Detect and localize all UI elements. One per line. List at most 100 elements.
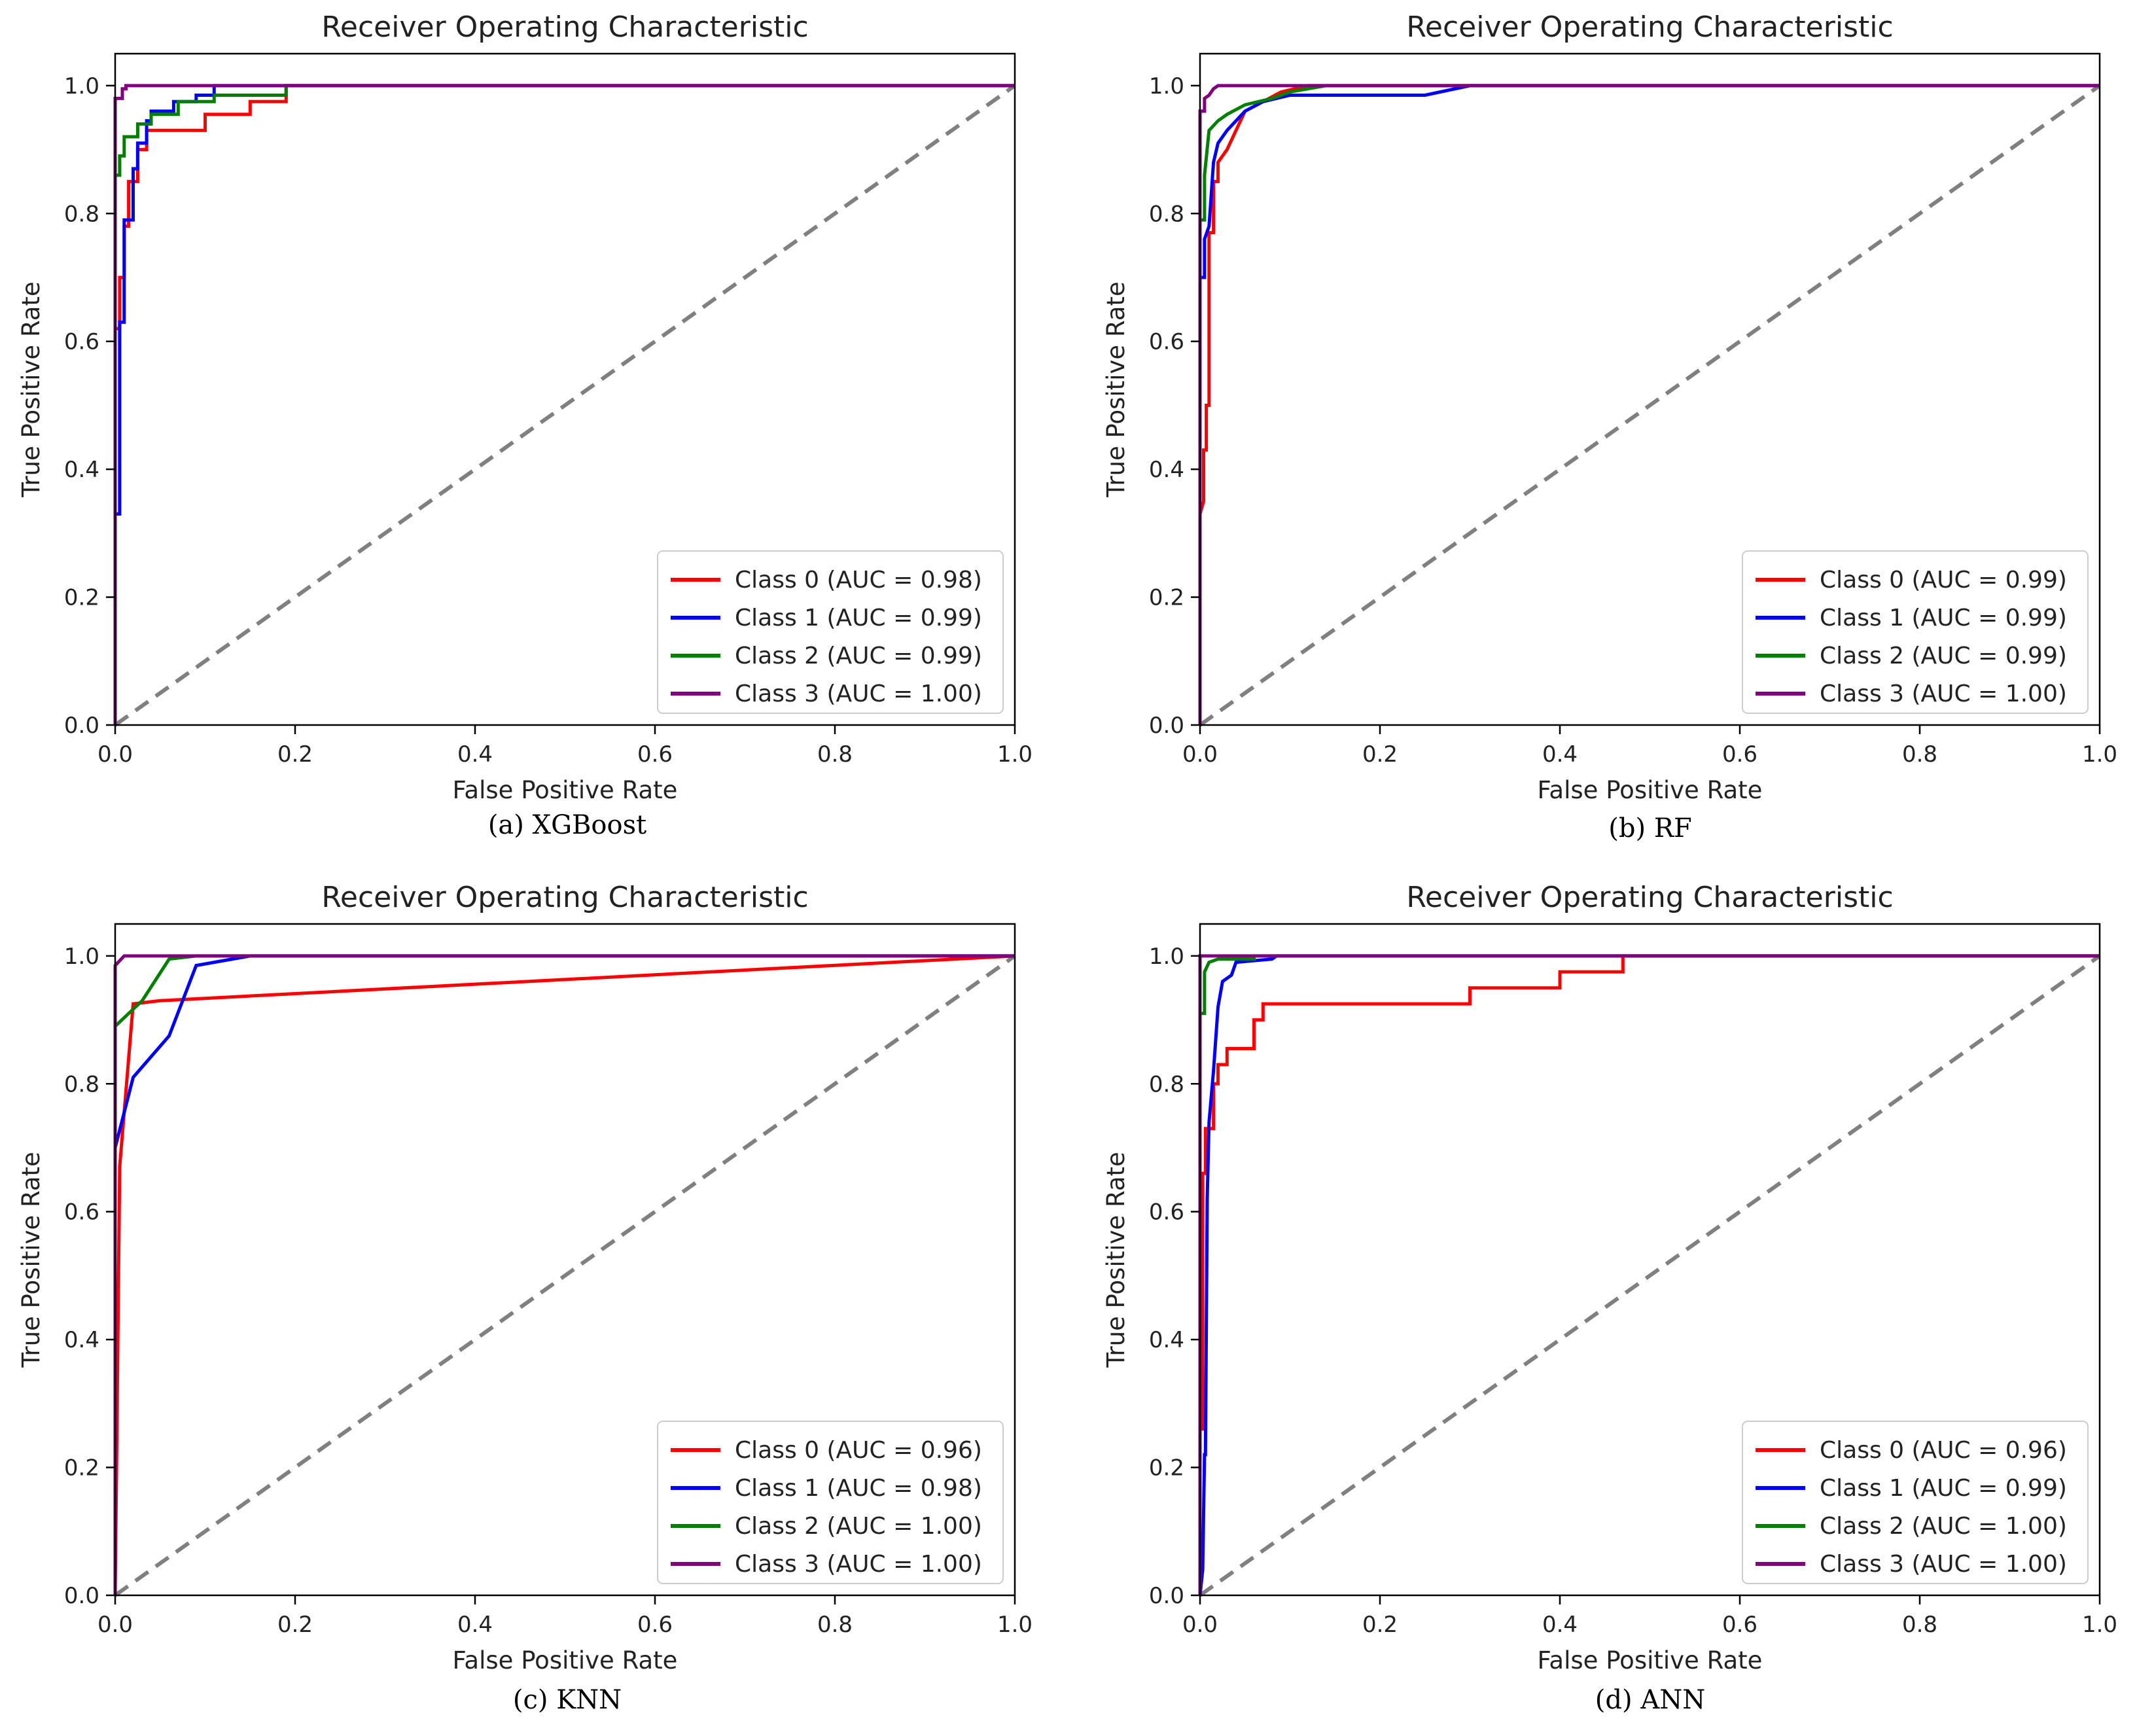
y-tick-label: 0.2 bbox=[64, 1455, 99, 1481]
legend: Class 0 (AUC = 0.96) Class 1 (AUC = 0.98)… bbox=[657, 1421, 1004, 1584]
caption-xgboost: (a) XGBoost bbox=[487, 810, 647, 840]
x-tick-label: 0.4 bbox=[457, 1612, 493, 1638]
legend: Class 0 (AUC = 0.98) Class 1 (AUC = 0.99)… bbox=[657, 550, 1004, 714]
y-tick-label: 1.0 bbox=[64, 944, 99, 970]
legend-box bbox=[657, 1421, 1004, 1584]
x-tick-label: 0.4 bbox=[1542, 741, 1578, 768]
x-tick-label: 0.8 bbox=[817, 741, 853, 768]
legend-label-class-1: Class 1 (AUC = 0.99) bbox=[735, 605, 982, 631]
x-axis-label: False Positive Rate bbox=[1538, 1646, 1763, 1674]
chart-title: Receiver Operating Characteristic bbox=[321, 881, 808, 914]
roc-curve-class-0 bbox=[113, 954, 1016, 1596]
legend: Class 0 (AUC = 0.99) Class 1 (AUC = 0.99)… bbox=[1742, 550, 2089, 714]
y-tick-label: 0.0 bbox=[1149, 713, 1184, 739]
x-tick-label: 0.0 bbox=[1182, 741, 1218, 768]
roc-curve-class-1 bbox=[113, 84, 1015, 725]
legend-label-class-1: Class 1 (AUC = 0.99) bbox=[1820, 605, 2067, 631]
legend: Class 0 (AUC = 0.96) Class 1 (AUC = 0.99)… bbox=[1742, 1421, 2089, 1584]
x-axis-label: False Positive Rate bbox=[453, 776, 678, 804]
roc-curve-class-0 bbox=[1198, 954, 2100, 1595]
legend-label-class-0: Class 0 (AUC = 0.98) bbox=[735, 567, 982, 593]
diagonal-reference-line bbox=[114, 84, 1016, 727]
y-tick-label: 0.4 bbox=[64, 1327, 99, 1353]
y-tick-label: 0.6 bbox=[1149, 1199, 1184, 1226]
x-tick-label: 1.0 bbox=[997, 1612, 1033, 1638]
caption-ann: (d) ANN bbox=[1595, 1685, 1706, 1715]
y-tick-label: 0.0 bbox=[1149, 1583, 1184, 1609]
y-tick-label: 0.6 bbox=[1149, 329, 1184, 355]
y-tick-label: 0.0 bbox=[64, 1583, 99, 1609]
roc-curve-class-1 bbox=[1198, 954, 2100, 1596]
y-axis-label: True Positive Rate bbox=[1102, 281, 1130, 498]
x-tick-label: 0.6 bbox=[1722, 1612, 1757, 1638]
roc-curve-class-2 bbox=[113, 84, 1015, 725]
x-tick-label: 0.4 bbox=[457, 741, 493, 768]
diagonal-reference-line bbox=[114, 954, 1016, 1597]
legend-label-class-2: Class 2 (AUC = 0.99) bbox=[735, 643, 982, 669]
y-tick-label: 0.4 bbox=[1149, 1327, 1184, 1353]
y-tick-label: 0.4 bbox=[64, 457, 99, 483]
y-tick-label: 1.0 bbox=[1149, 944, 1184, 970]
y-axis-label: True Positive Rate bbox=[1102, 1152, 1130, 1368]
y-tick-label: 0.0 bbox=[64, 713, 99, 739]
x-tick-label: 0.0 bbox=[97, 1612, 133, 1638]
plot-frame bbox=[114, 52, 1016, 726]
diagonal-reference-line bbox=[1199, 84, 2101, 727]
x-axis-label: False Positive Rate bbox=[1538, 776, 1763, 804]
legend-label-class-2: Class 2 (AUC = 1.00) bbox=[735, 1513, 982, 1540]
legend-label-class-3: Class 3 (AUC = 1.00) bbox=[1820, 1551, 2067, 1578]
x-tick-label: 0.8 bbox=[1902, 741, 1937, 768]
x-tick-label: 0.2 bbox=[277, 741, 313, 768]
legend-label-class-0: Class 0 (AUC = 0.96) bbox=[735, 1437, 982, 1464]
plot-frame bbox=[1199, 52, 2101, 726]
y-tick-label: 0.8 bbox=[1149, 1071, 1184, 1097]
legend-label-class-3: Class 3 (AUC = 1.00) bbox=[735, 681, 982, 707]
legend-label-class-1: Class 1 (AUC = 0.99) bbox=[1820, 1475, 2067, 1502]
caption-rf: (b) RF bbox=[1608, 813, 1692, 843]
legend-label-class-3: Class 3 (AUC = 1.00) bbox=[1820, 681, 2067, 707]
x-tick-label: 1.0 bbox=[997, 741, 1033, 768]
y-tick-label: 0.2 bbox=[1149, 585, 1184, 611]
x-tick-label: 0.8 bbox=[817, 1612, 853, 1638]
plot-frame bbox=[1199, 923, 2101, 1597]
roc-panel-ann: Receiver Operating Characteristic 0.0 0.2 0… bbox=[1102, 881, 2117, 1674]
y-tick-label: 0.6 bbox=[64, 1199, 99, 1226]
x-tick-label: 0.0 bbox=[1182, 1612, 1218, 1638]
roc-panel-knn: Receiver Operating Characteristic 0.0 0.2 0… bbox=[17, 881, 1033, 1674]
chart-title: Receiver Operating Characteristic bbox=[1406, 881, 1893, 914]
plot-frame bbox=[114, 923, 1016, 1597]
chart-title: Receiver Operating Characteristic bbox=[321, 10, 808, 44]
y-axis-label: True Positive Rate bbox=[17, 1152, 45, 1368]
y-tick-label: 1.0 bbox=[64, 73, 99, 99]
legend-label-class-1: Class 1 (AUC = 0.98) bbox=[735, 1475, 982, 1502]
y-tick-label: 0.6 bbox=[64, 329, 99, 355]
legend-label-class-3: Class 3 (AUC = 1.00) bbox=[735, 1551, 982, 1578]
y-tick-label: 0.4 bbox=[1149, 457, 1184, 483]
caption-knn: (c) KNN bbox=[512, 1685, 622, 1715]
y-tick-label: 0.2 bbox=[64, 585, 99, 611]
y-tick-label: 0.8 bbox=[64, 201, 99, 227]
x-tick-label: 0.0 bbox=[97, 741, 133, 768]
y-tick-label: 0.8 bbox=[1149, 201, 1184, 227]
x-tick-label: 0.6 bbox=[1722, 741, 1757, 768]
roc-panel-xgboost: Receiver Operating Characteristic 0.0 0.2 0… bbox=[17, 10, 1033, 804]
chart-title: Receiver Operating Characteristic bbox=[1406, 10, 1893, 44]
x-tick-label: 1.0 bbox=[2082, 741, 2117, 768]
legend-label-class-0: Class 0 (AUC = 0.96) bbox=[1820, 1437, 2067, 1464]
x-tick-label: 0.2 bbox=[1362, 1612, 1398, 1638]
x-tick-label: 0.8 bbox=[1902, 1612, 1937, 1638]
diagonal-reference-line bbox=[1199, 954, 2101, 1597]
y-axis-label: True Positive Rate bbox=[17, 281, 45, 498]
legend-label-class-0: Class 0 (AUC = 0.99) bbox=[1820, 567, 2067, 593]
x-axis-label: False Positive Rate bbox=[453, 1646, 678, 1674]
x-tick-label: 0.6 bbox=[637, 1612, 673, 1638]
legend-box bbox=[657, 550, 1004, 714]
roc-curve-class-2 bbox=[1198, 84, 2100, 725]
y-tick-label: 0.2 bbox=[1149, 1455, 1184, 1481]
x-tick-label: 0.6 bbox=[637, 741, 673, 768]
legend-label-class-2: Class 2 (AUC = 1.00) bbox=[1820, 1513, 2067, 1540]
y-tick-label: 1.0 bbox=[1149, 73, 1184, 99]
x-tick-label: 0.2 bbox=[1362, 741, 1398, 768]
legend-box bbox=[1742, 550, 2089, 714]
